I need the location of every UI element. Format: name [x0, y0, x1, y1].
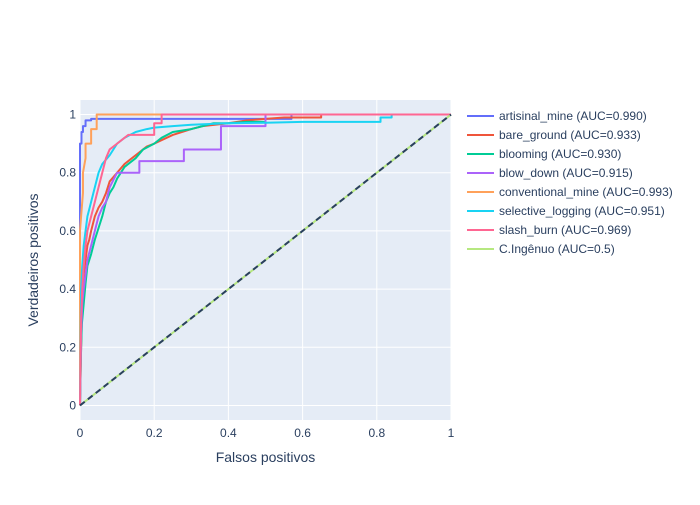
- legend-item-2[interactable]: blooming (AUC=0.930): [467, 147, 621, 161]
- series-line-6: [79, 113, 451, 406]
- legend-label: slash_burn (AUC=0.969): [499, 223, 631, 237]
- y-tick-label: 0.8: [59, 166, 76, 180]
- legend-label: blooming (AUC=0.930): [499, 147, 621, 161]
- legend-item-5[interactable]: selective_logging (AUC=0.951): [467, 204, 665, 218]
- legend-label: selective_logging (AUC=0.951): [499, 204, 665, 218]
- x-tick-label: 1: [448, 426, 455, 440]
- legend-label: bare_ground (AUC=0.933): [499, 128, 641, 142]
- legend[interactable]: artisinal_mine (AUC=0.990) bare_ground (A…: [467, 109, 673, 256]
- legend-label: conventional_mine (AUC=0.993): [499, 185, 673, 199]
- y-tick-label: 0.4: [59, 282, 76, 296]
- series-line-5: [79, 113, 451, 406]
- x-tick-label: 0.4: [220, 426, 237, 440]
- tick-labels: 0 0.2 0.4 0.6 0.8 1 0 0.2 0.4 0.6 0.8 1: [59, 108, 454, 440]
- series-lines: [79, 113, 452, 407]
- legend-item-3[interactable]: blow_down (AUC=0.915): [467, 166, 633, 180]
- legend-label: C.Ingênuo (AUC=0.5): [499, 242, 615, 256]
- legend-label: blow_down (AUC=0.915): [499, 166, 633, 180]
- legend-item-4[interactable]: conventional_mine (AUC=0.993): [467, 185, 673, 199]
- gridlines: [79, 100, 452, 420]
- x-tick-label: 0: [77, 426, 84, 440]
- x-axis-title: Falsos positivos: [216, 449, 316, 465]
- legend-item-0[interactable]: artisinal_mine (AUC=0.990): [467, 109, 647, 123]
- legend-item-6[interactable]: slash_burn (AUC=0.969): [467, 223, 631, 237]
- y-tick-label: 0.6: [59, 224, 76, 238]
- reference-diagonal-line: [79, 113, 452, 407]
- x-tick-label: 0.6: [294, 426, 311, 440]
- y-tick-label: 1: [69, 108, 76, 122]
- x-tick-label: 0.8: [368, 426, 385, 440]
- y-axis-title: Verdadeiros positivos: [25, 193, 41, 326]
- series-line-1: [79, 113, 451, 406]
- y-tick-label: 0.2: [59, 340, 76, 354]
- legend-item-7[interactable]: C.Ingênuo (AUC=0.5): [467, 242, 615, 256]
- legend-item-1[interactable]: bare_ground (AUC=0.933): [467, 128, 641, 142]
- series-line-3: [79, 113, 451, 406]
- y-tick-label: 0: [69, 398, 76, 412]
- legend-label: artisinal_mine (AUC=0.990): [499, 109, 647, 123]
- x-tick-label: 0.2: [146, 426, 163, 440]
- series-line-4: [79, 113, 451, 406]
